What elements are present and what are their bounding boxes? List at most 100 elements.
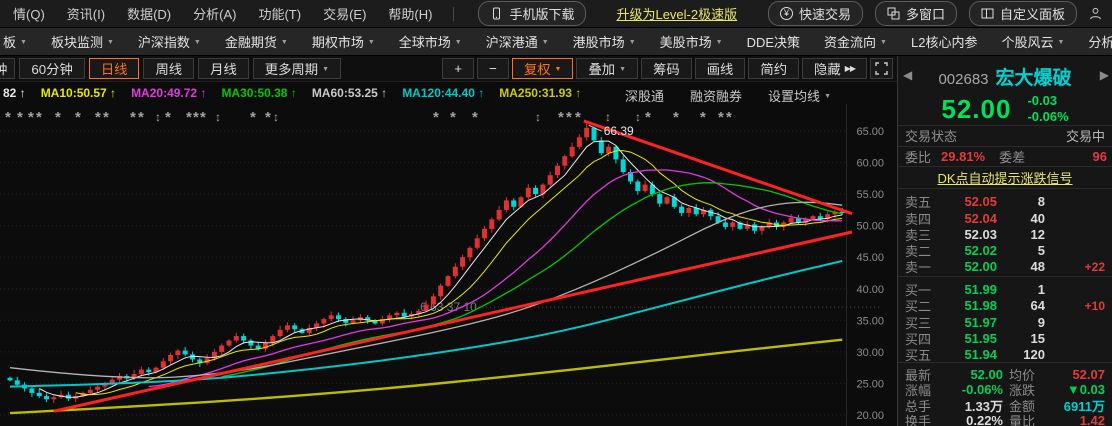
nav-item[interactable]: 板 ▼ (0, 32, 39, 51)
upgrade-level2-link[interactable]: 升级为Level-2极速版 (616, 7, 738, 22)
event-marker-icon: * (250, 109, 256, 126)
order-volume: 64 (1030, 298, 1045, 314)
chevron-down-icon: ▼ (824, 93, 831, 100)
menubar: 情(Q) 资讯(I) 数据(D) 分析(A) 功能(T) 交易(E) 帮助(H) 手机版下载… (0, 0, 1112, 28)
chart-control-button[interactable]: 简约 (748, 58, 800, 79)
nav-item[interactable]: 资金流向 ▼ (812, 32, 899, 51)
candles-group (7, 122, 845, 403)
chart-control-button[interactable]: + (442, 58, 475, 79)
event-marker-icon: * (558, 109, 564, 126)
period-button[interactable]: 更多周期 ▼ (252, 58, 342, 79)
next-stock-arrow[interactable]: ▶ (1099, 68, 1109, 82)
multi-window-button[interactable]: 多窗口 (874, 1, 957, 26)
chart-canvas[interactable]: 65.00 60.00 55.00 50.00 45.00 40.00 35.00 30.00… (0, 104, 897, 426)
period-label: 周线 (155, 62, 183, 77)
bid-row[interactable]: 买四 51.95 15 (898, 329, 1112, 347)
ma60-line (9, 201, 843, 379)
chart-control-button[interactable]: 画线 (694, 58, 746, 79)
nav-item[interactable]: 全球市场 ▼ (387, 32, 474, 51)
bid-row[interactable]: 买一 51.99 1 (898, 280, 1112, 299)
trendline-ascending[interactable] (53, 230, 853, 413)
nav-item[interactable]: 港股市场 ▼ (561, 32, 648, 51)
dk-signal-link[interactable]: DK点自动提示涨跌信号 (937, 171, 1073, 187)
chart-quick-link[interactable]: 深股通 (625, 86, 664, 105)
ask-row[interactable]: 卖四 52.04 40 (898, 209, 1112, 227)
menu-item[interactable]: 资讯(I) (66, 7, 106, 22)
bid-row[interactable]: 买二 51.98 64 +10 (898, 296, 1112, 314)
nav-item[interactable]: 沪深指数 ▼ (126, 32, 213, 51)
updown-marker-icon: ↕ (215, 110, 221, 124)
order-price: 52.02 (964, 242, 997, 258)
chart-toolbar: 钟 60分钟 日线 周线 月线 更多周期 ▼ + − 复权 ▼ 叠加 ▼ 筹码 画线 简约 隐藏 ▶▶ (0, 56, 897, 82)
nav-item[interactable]: 个股风云 ▼ (989, 32, 1076, 51)
trendline-descending[interactable] (583, 119, 853, 216)
candlestick-chart[interactable]: 65.00 60.00 55.00 50.00 45.00 40.00 35.00 30.00… (0, 104, 897, 426)
period-label: 更多周期 (264, 62, 319, 77)
quick-trade-button[interactable]: ¥ 快速交易 (767, 1, 863, 26)
nav-item-label: 期权市场 (311, 35, 364, 50)
chart-control-button[interactable]: 隐藏 ▶▶ (802, 58, 867, 79)
period-button[interactable]: 钟 (0, 58, 16, 79)
ask-row[interactable]: 卖三 52.03 12 (898, 225, 1112, 243)
ma5-line (38, 140, 843, 398)
user-account-icon[interactable] (1089, 7, 1102, 20)
nav-item-label: DDE决策 (746, 35, 801, 50)
period-button[interactable]: 日线 (88, 58, 140, 79)
chart-control-button[interactable]: 复权 ▼ (511, 58, 574, 79)
custom-panel-button[interactable]: 自定义面板 (968, 1, 1077, 26)
expand-icon (875, 62, 888, 75)
nav-item[interactable]: 美股市场 ▼ (648, 32, 735, 51)
fullscreen-button[interactable] (870, 58, 893, 79)
menu-item[interactable]: 数据(D) (127, 7, 172, 22)
chart-control-group: + − 复权 ▼ 叠加 ▼ 筹码 画线 简约 隐藏 ▶▶ (442, 58, 893, 79)
menu-item[interactable]: 分析(A) (193, 7, 237, 22)
ask-row[interactable]: 卖一 52.00 48 +22 (898, 257, 1112, 275)
menu-item[interactable]: 交易(E) (323, 7, 367, 22)
nav-item[interactable]: 沪深港通 ▼ (474, 32, 561, 51)
bid-row[interactable]: 买三 51.97 9 (898, 313, 1112, 331)
chevron-down-icon: ▼ (322, 66, 330, 73)
stat-label: 金额 (1009, 398, 1036, 414)
ask-row[interactable]: 卖五 52.05 8 (898, 192, 1112, 210)
y-axis-tick: 50.00 (856, 221, 884, 233)
nav-item[interactable]: 分析师指数 (1076, 32, 1112, 51)
ma-lines-group (9, 140, 843, 415)
bid-row[interactable]: 买五 51.94 120 (898, 345, 1112, 363)
event-marker-icon: * (55, 109, 61, 126)
ask-label: 卖四 (905, 211, 932, 227)
period-button[interactable]: 60分钟 (19, 58, 85, 79)
chart-control-label: + (454, 61, 463, 76)
order-volume: 40 (1030, 210, 1045, 226)
nav-item[interactable]: 板块监测 ▼ (39, 32, 126, 51)
chart-control-button[interactable]: − (477, 58, 509, 79)
prev-stock-arrow[interactable]: ◀ (903, 68, 913, 82)
chart-quick-link[interactable]: 融资融券 (690, 86, 742, 105)
price-change: -0.03 (1027, 93, 1058, 108)
period-button[interactable]: 周线 (143, 58, 195, 79)
bid-label: 买一 (905, 283, 932, 299)
chart-quick-link[interactable]: 设置均线 ▼ (768, 86, 831, 105)
nav-item-label: 全球市场 (398, 35, 451, 50)
ask-row[interactable]: 卖二 52.02 5 (898, 241, 1112, 259)
chart-control-button[interactable]: 筹码 (641, 58, 692, 79)
weibi-label: 委比 (905, 149, 932, 165)
menu-item[interactable]: 功能(T) (258, 7, 302, 22)
nav-item[interactable]: 期权市场 ▼ (300, 32, 387, 51)
ma-legend-item: MA60:53.25 ↑ (311, 86, 388, 100)
event-marker-icon: * (28, 109, 34, 126)
event-marker-icon: * (718, 109, 724, 126)
order-book-divider (898, 276, 1112, 278)
nav-item[interactable]: DDE决策 (735, 32, 812, 51)
weicha-value: 96 (1092, 148, 1107, 164)
menu-item[interactable]: 情(Q) (13, 7, 45, 22)
nav-item[interactable]: 金融期货 ▼ (213, 32, 300, 51)
phone-download-button[interactable]: 手机版下载 (478, 1, 587, 26)
custom-panel-icon (981, 8, 994, 19)
menu-item[interactable]: 帮助(H) (388, 7, 433, 22)
custom-panel-label: 自定义面板 (999, 7, 1065, 22)
y-axis-tick: 25.00 (856, 378, 884, 390)
chart-control-button[interactable]: 叠加 ▼ (576, 58, 639, 79)
period-button[interactable]: 月线 (198, 58, 249, 79)
period-group: 钟 60分钟 日线 周线 月线 更多周期 ▼ (0, 58, 342, 79)
nav-item[interactable]: L2核心内参 (899, 32, 989, 51)
